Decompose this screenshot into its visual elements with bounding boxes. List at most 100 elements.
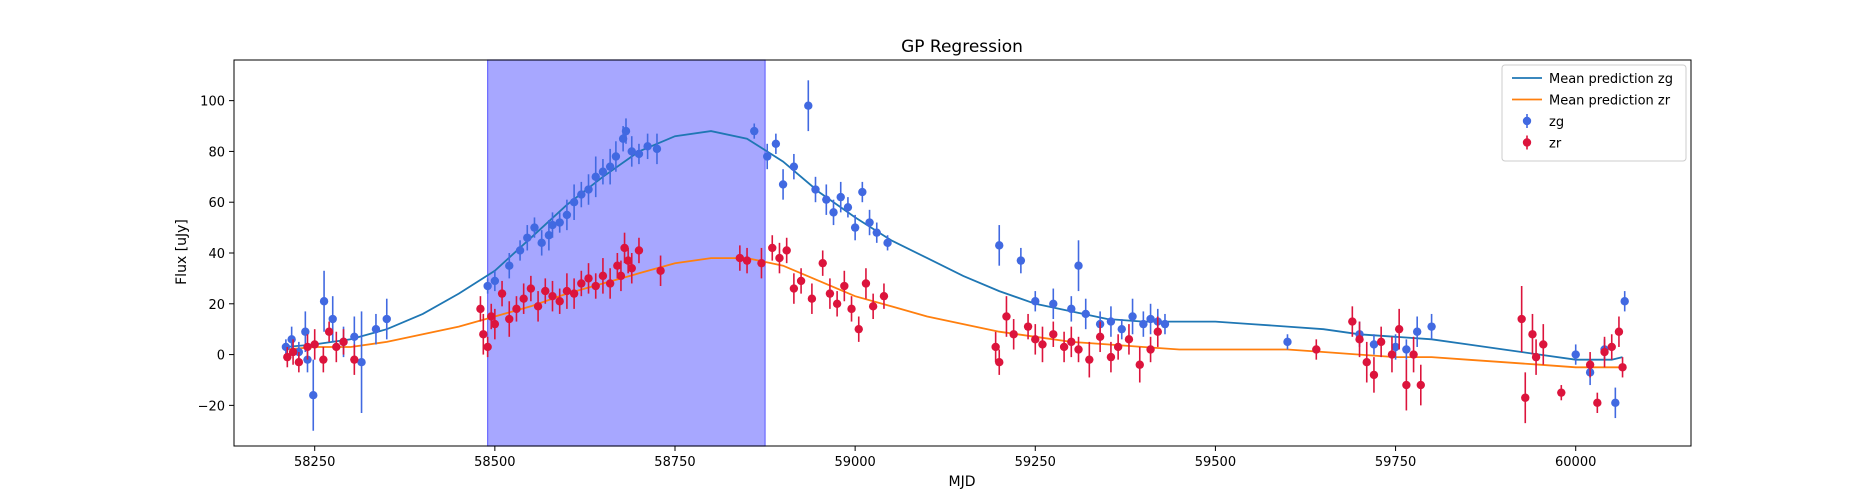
zr-point [1009,330,1018,339]
zr-point [768,243,777,253]
zr-point [616,271,626,281]
zg-point [634,149,644,159]
legend-box [1501,64,1687,162]
zr-point [1585,360,1595,369]
zr-point [623,256,633,265]
zr-point [807,294,817,303]
x-tick-label: 59250 [1015,455,1056,470]
zr-point [1517,314,1526,324]
zg-point [371,324,381,334]
zr-point [548,291,557,301]
zg-point [858,187,867,197]
zg-point [883,238,892,248]
y-axis-label: Flux [uJy] [174,219,190,285]
zg-point [627,147,636,156]
zg-point [1139,319,1148,329]
zg-point [778,180,788,189]
zg-point [829,208,838,217]
zg-point [287,335,296,344]
zg-point [569,198,579,207]
zr-point [840,281,849,291]
zr-point [1146,345,1155,354]
x-tick-label: 59000 [834,455,875,470]
y-tick-label: 60 [208,196,225,211]
zg-point [1611,398,1620,408]
zr-point [1095,332,1105,342]
zr-point [598,271,608,281]
zr-point [1002,312,1011,321]
zr-point [497,289,507,298]
legend-label: zg [1549,115,1564,130]
y-tick-label: 100 [200,95,225,110]
legend-marker-swatch [1522,116,1532,126]
y-axis: −20 0 20 40 60 80 100 [198,95,234,414]
zr-point [1348,317,1357,326]
legend-label: zr [1549,137,1562,152]
zg-point [523,233,532,242]
zg-point [822,195,831,204]
zr-point [1113,342,1123,352]
zr-point [879,291,889,301]
zg-point [309,391,318,400]
zg-point [505,261,514,270]
zg-point [621,126,631,136]
zr-point [818,258,827,268]
zg-point [836,192,845,202]
y-tick-label: 40 [208,247,225,262]
zr-point [1614,327,1624,336]
zg-point [357,357,366,367]
zg-point [1106,317,1116,326]
zr-point [757,258,766,268]
zr-point [605,279,615,288]
zg-point [643,142,652,151]
zg-point [750,126,759,136]
zr-point [1369,370,1379,380]
zr-point [796,276,806,286]
zr-point [1600,347,1609,357]
zr-point [350,355,359,364]
zr-point [303,342,312,352]
zr-point [490,319,500,329]
x-tick-label: 60000 [1555,455,1596,470]
shaded-region [487,59,766,447]
zr-point [789,284,799,293]
legend-label: Mean prediction zg [1549,72,1673,87]
zr-point [339,337,348,347]
zr-point [1074,345,1083,354]
zr-point [782,246,791,255]
x-tick-label: 59500 [1195,455,1236,470]
zr-point [1607,342,1616,352]
zg-point [544,231,554,240]
zr-point [1618,363,1627,372]
zg-point [1283,337,1292,347]
zg-point [319,297,329,306]
zr-point [656,266,665,275]
zg-point [1016,256,1026,265]
zg-point [591,172,600,182]
zr-point [1106,352,1116,362]
zr-point [519,294,528,303]
mean-prediction-zg-line [285,130,1623,361]
zg-point [811,185,820,194]
zr-point [735,253,745,263]
zr-point [1124,335,1134,344]
zg-point [483,281,492,291]
zr-point [476,304,485,314]
zg-point [584,185,593,194]
zr-point [288,347,298,357]
x-tick-label: 58500 [474,455,515,470]
zg-point [1160,319,1170,329]
zr-point [1521,393,1530,402]
zg-point [382,314,391,324]
y-tick-label: 0 [217,349,225,364]
zr-point [775,253,784,263]
zg-point [490,276,500,286]
zg-point [1620,297,1629,306]
zr-point [1049,330,1058,339]
zg-point [1402,345,1411,354]
zg-point [843,203,853,212]
zr-point [1528,330,1537,339]
zg-point [872,228,881,237]
zr-point [991,342,1000,352]
zr-point [825,289,835,298]
